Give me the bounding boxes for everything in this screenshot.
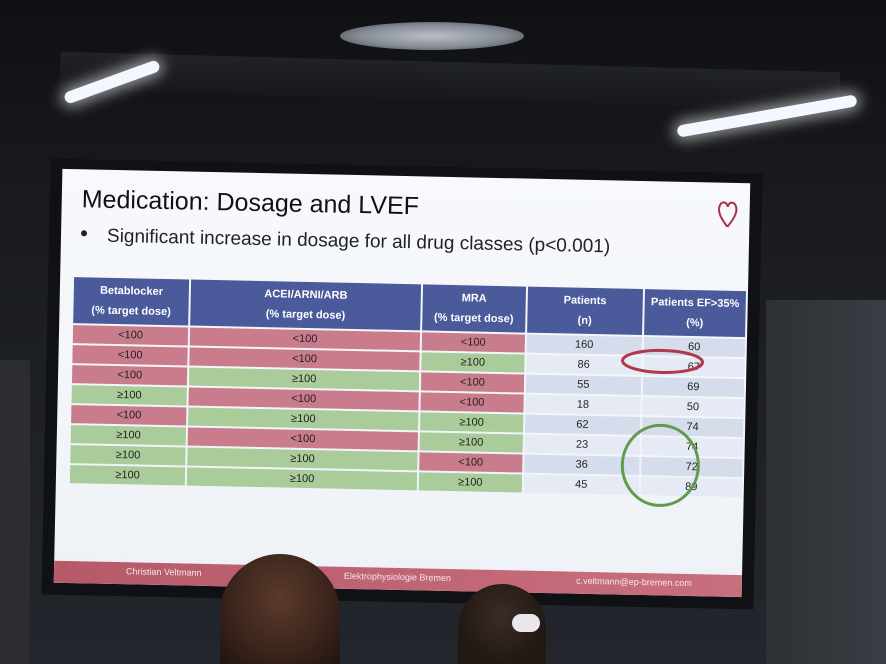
header-patients-ef: Patients EF>35% (%) [643,289,746,338]
cell-beta: <100 [72,345,188,366]
wall-left [0,360,30,664]
cell-pct: 50 [642,397,744,418]
bullet-icon [81,230,88,237]
cell-beta: <100 [72,325,189,346]
cell-n: 62 [524,414,641,435]
cell-acei: ≥100 [187,447,418,471]
header-betablocker: Betablocker (% target dose) [73,277,190,326]
cell-pct: 67 [643,357,745,378]
cell-beta: <100 [71,365,188,386]
cell-mra: <100 [421,332,525,353]
footer-org: Elektrophysiologie Bremen [343,570,452,584]
cell-pct: 72 [640,457,743,478]
dosage-table: Betablocker (% target dose) ACEI/ARNI/ARB… [68,275,748,499]
cell-mra: <100 [420,392,524,413]
cell-beta: ≥100 [70,425,187,446]
cell-pct: 74 [641,437,743,458]
bullet-text: Significant increase in dosage for all d… [106,225,611,258]
cell-pct: 60 [643,337,745,358]
footer-author: Christian Veltmann [125,566,202,578]
cell-pct: 89 [640,477,743,498]
cell-acei: <100 [189,347,420,371]
cell-beta: <100 [71,405,187,426]
cell-beta: ≥100 [71,385,188,406]
slide-bullet: Significant increase in dosage for all d… [81,225,611,258]
cell-mra: <100 [419,452,523,473]
cell-pct: 69 [642,377,745,398]
footer-email: c.veltmann@ep-bremen.com [576,575,692,589]
header-patients: Patients (n) [526,286,643,336]
hair-scrunchie [512,614,540,632]
cell-n: 36 [523,454,640,475]
cell-n: 18 [525,394,641,415]
cell-acei: ≥100 [189,367,420,391]
audience-head-left [220,554,340,664]
cell-mra: ≥100 [419,412,524,433]
cell-n: 160 [526,334,642,356]
cell-mra: ≥100 [419,432,523,453]
cell-n: 45 [523,474,639,495]
ceiling-vent [340,22,524,50]
cell-acei: <100 [188,387,419,411]
cell-acei: <100 [190,327,420,351]
cell-mra: <100 [420,372,525,393]
wall-right [766,300,886,664]
cell-mra: ≥100 [418,472,522,493]
heart-logo-icon [717,201,738,228]
slide-title: Medication: Dosage and LVEF [81,185,420,221]
cell-beta: ≥100 [69,465,186,486]
cell-acei: ≥100 [187,467,418,491]
cell-n: 86 [526,354,642,376]
cell-n: 55 [525,374,641,395]
cell-acei: <100 [187,427,418,451]
cell-n: 23 [524,434,640,455]
cell-beta: ≥100 [70,445,186,466]
cell-pct: 74 [641,417,744,438]
cell-acei: ≥100 [188,407,419,431]
header-acei: ACEI/ARNI/ARB (% target dose) [190,279,421,331]
header-mra: MRA (% target dose) [422,284,526,333]
cell-mra: ≥100 [421,352,525,373]
projector-screen: Medication: Dosage and LVEF Significant … [53,168,751,598]
